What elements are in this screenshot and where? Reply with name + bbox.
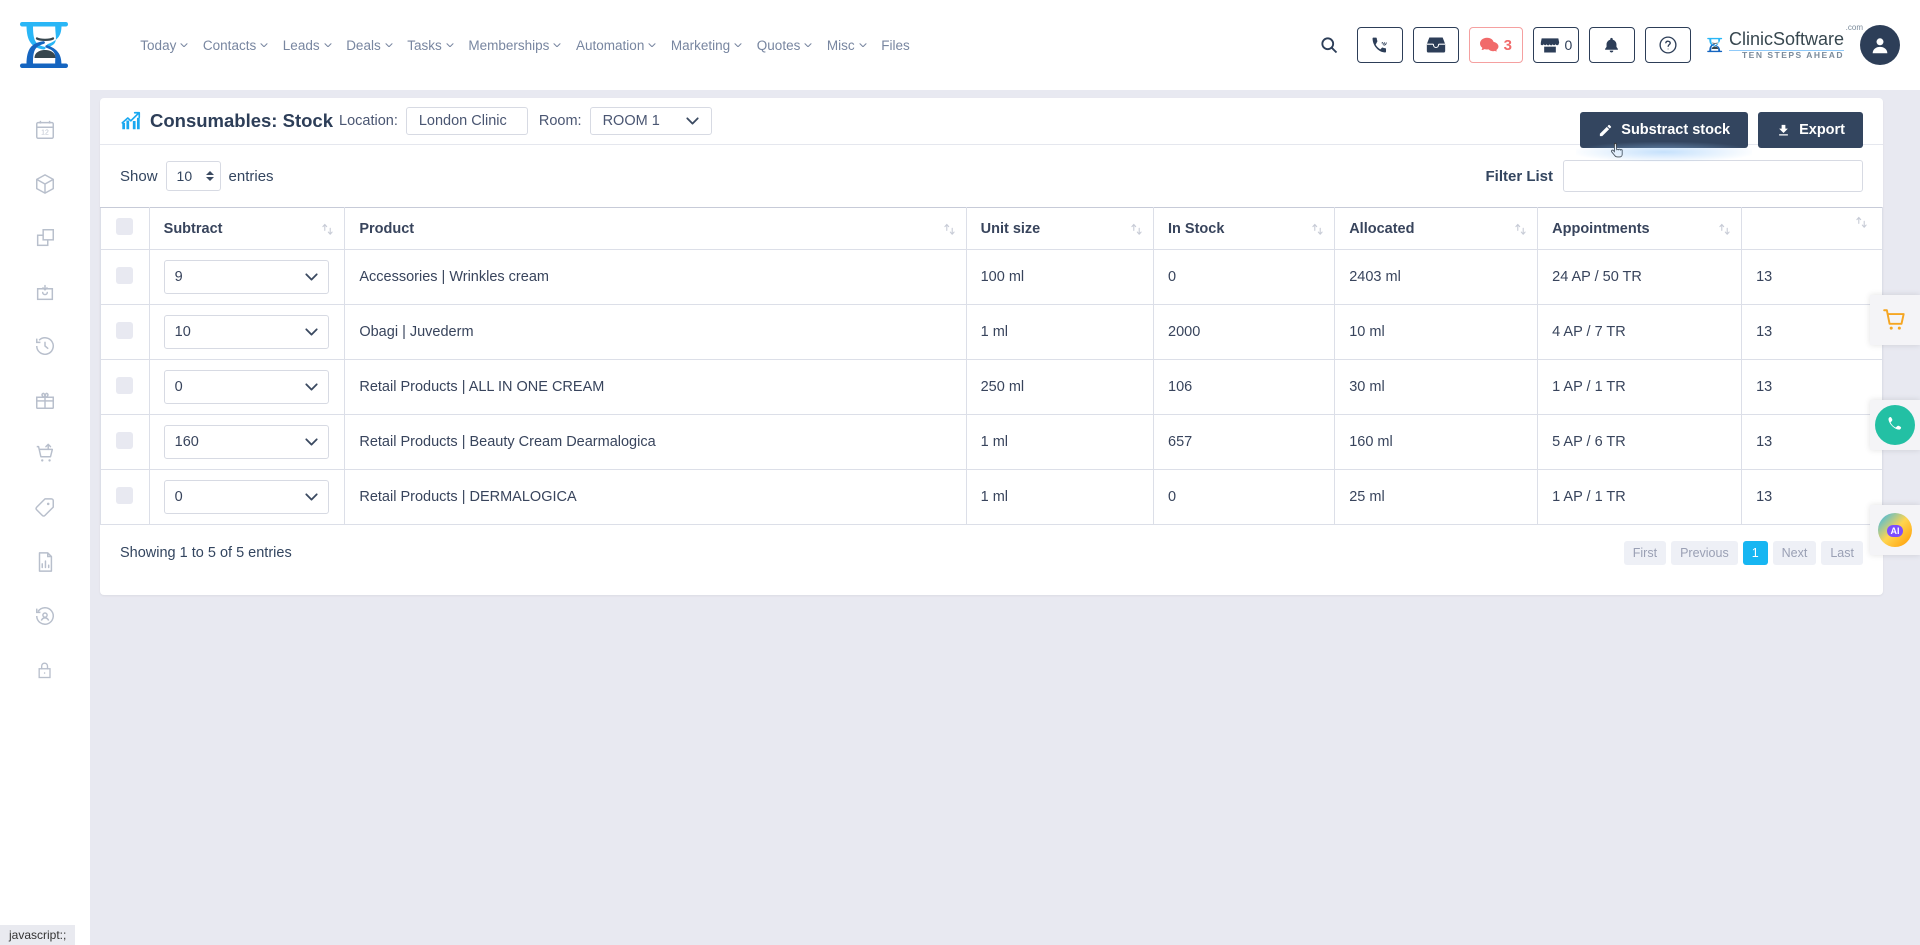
svg-text:12: 12 xyxy=(41,130,49,137)
svg-text:AI: AI xyxy=(1891,526,1900,536)
